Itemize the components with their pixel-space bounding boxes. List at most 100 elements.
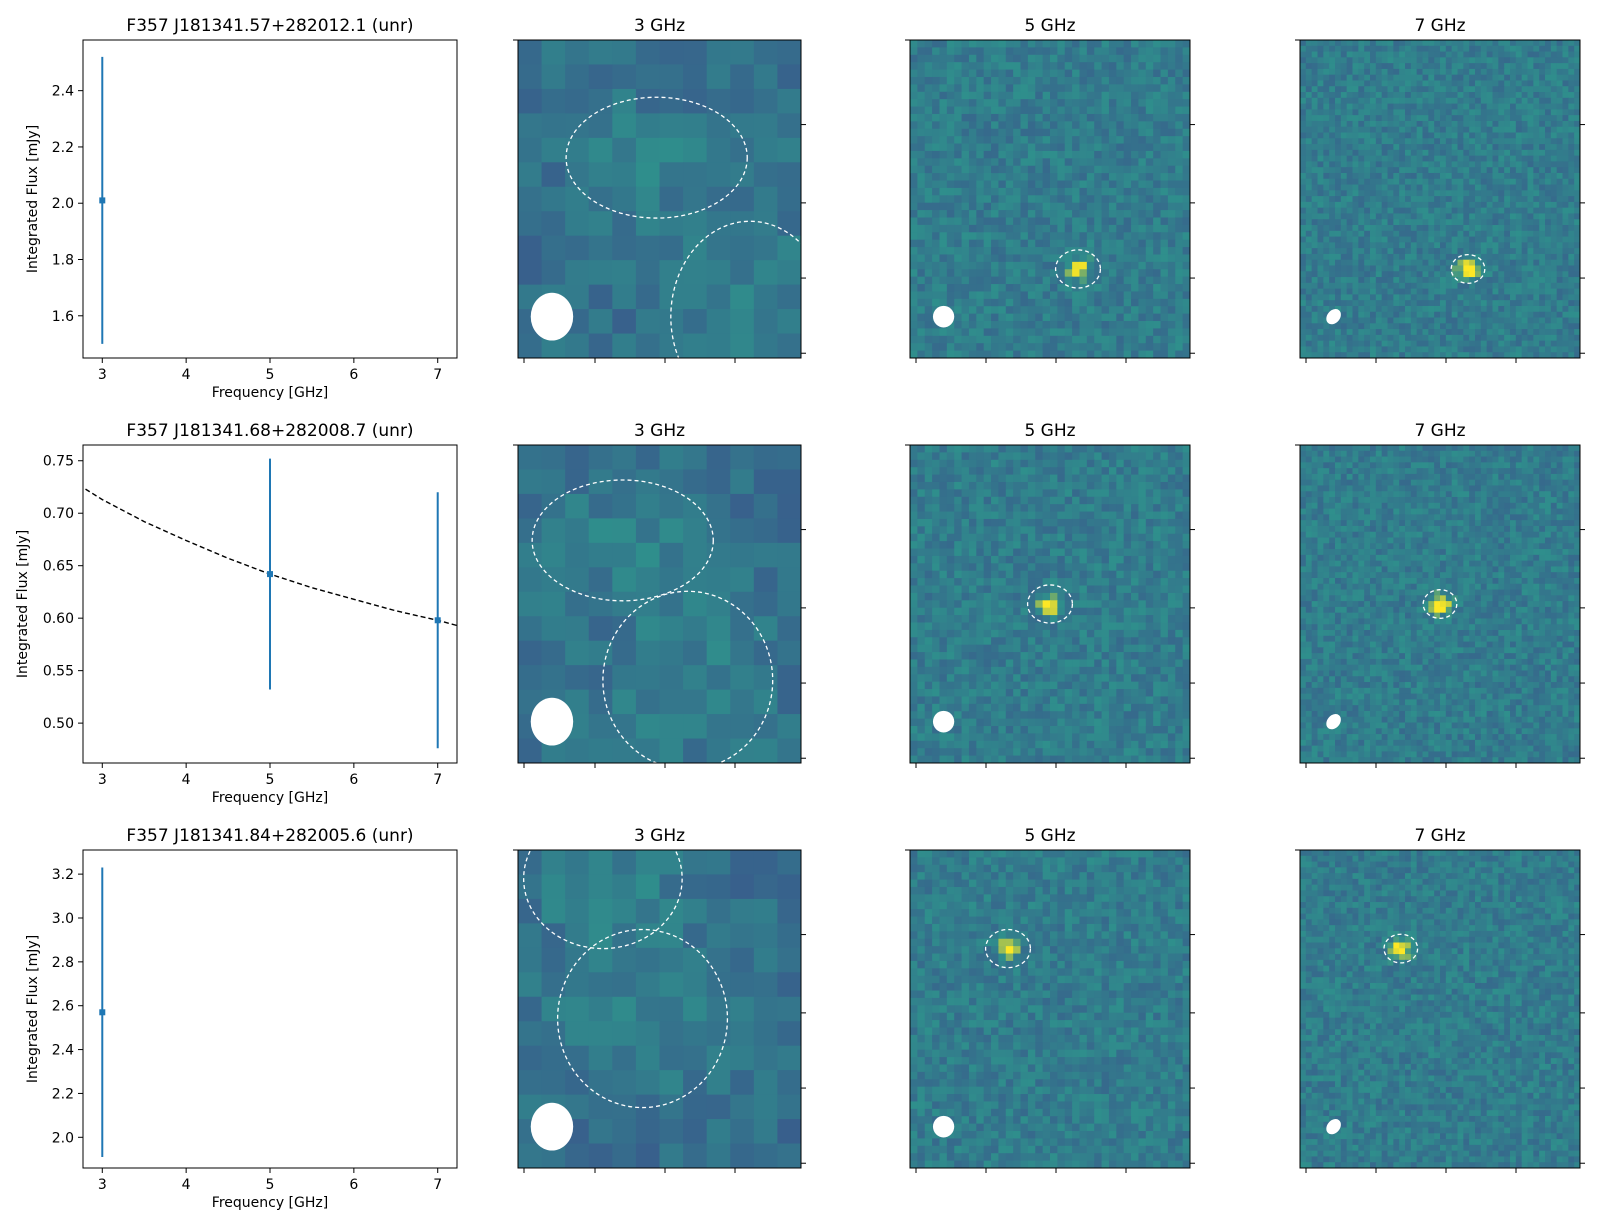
pixel	[1550, 51, 1558, 58]
pixel	[518, 40, 543, 66]
pixel	[1005, 467, 1014, 476]
pixel	[1498, 138, 1505, 145]
pixel	[1510, 340, 1517, 348]
pixel	[946, 247, 955, 256]
pixel	[1358, 236, 1365, 243]
pixel	[1167, 91, 1176, 100]
pixel	[1434, 109, 1441, 116]
pixel	[1013, 91, 1022, 100]
pixel	[1399, 253, 1406, 261]
pixel	[939, 173, 948, 182]
pixel	[1381, 294, 1389, 301]
pixel	[1370, 155, 1377, 163]
pixel	[1182, 40, 1190, 48]
pixel	[1311, 155, 1319, 163]
pixel	[1182, 291, 1190, 300]
pixel	[1013, 452, 1022, 461]
pixel	[1064, 69, 1073, 78]
pixel	[1387, 236, 1394, 243]
pixel	[1305, 317, 1313, 324]
pixel	[1123, 489, 1132, 498]
pixel	[1440, 236, 1447, 243]
pixel	[518, 211, 543, 237]
pixel	[1568, 155, 1575, 163]
pixel	[683, 518, 708, 544]
pixel	[932, 217, 941, 226]
pixel	[1182, 217, 1190, 226]
pixel	[1457, 172, 1464, 180]
pixel	[1515, 271, 1523, 278]
pixel	[1381, 317, 1389, 324]
pixel	[1311, 259, 1319, 267]
pixel	[1305, 253, 1313, 261]
pixel	[1094, 459, 1103, 468]
pixel	[730, 445, 755, 471]
pixel	[954, 173, 963, 182]
pixel	[612, 445, 637, 471]
pixel	[1311, 334, 1319, 342]
pixel	[946, 261, 955, 270]
pixel	[518, 113, 543, 139]
pixel	[1101, 284, 1110, 293]
pixel	[1463, 317, 1470, 324]
pixel	[1317, 236, 1324, 243]
pixel	[1305, 305, 1313, 313]
pixel	[1556, 230, 1564, 238]
pixel	[1323, 97, 1330, 105]
pixel	[1410, 184, 1418, 191]
pixel	[1167, 298, 1176, 307]
pixel	[1020, 40, 1029, 48]
pixel	[1364, 103, 1371, 110]
pixel	[1340, 184, 1348, 191]
pixel	[1515, 311, 1523, 319]
pixel	[968, 40, 977, 48]
pixel	[1568, 103, 1575, 110]
pixel	[1064, 187, 1073, 196]
pixel	[1375, 80, 1383, 87]
pixel	[1381, 51, 1389, 58]
pixel	[939, 180, 948, 189]
pixel	[612, 689, 637, 715]
pixel	[1035, 350, 1044, 358]
pixel	[635, 260, 661, 286]
pixel	[1160, 76, 1169, 85]
pixel	[1492, 265, 1499, 272]
pixel	[1434, 172, 1441, 180]
pixel	[1428, 207, 1435, 215]
pixel	[1131, 143, 1140, 152]
pixel	[635, 88, 661, 114]
pixel	[1340, 236, 1348, 243]
pixel	[961, 99, 970, 108]
pixel	[1550, 207, 1558, 215]
pixel	[1434, 120, 1441, 128]
pixel	[1094, 232, 1103, 241]
pixel	[998, 239, 1007, 248]
pixel	[1451, 138, 1459, 145]
pixel	[1405, 155, 1412, 163]
pixel	[1393, 184, 1400, 191]
pixel	[1445, 63, 1453, 70]
pixel	[1445, 40, 1453, 47]
pixel	[1005, 210, 1014, 219]
pixel	[1527, 132, 1534, 139]
pixel	[1094, 328, 1103, 337]
pixel	[1364, 213, 1371, 220]
pixel	[998, 343, 1007, 352]
pixel	[1393, 329, 1400, 336]
pixel	[1539, 225, 1546, 232]
pixel	[730, 542, 755, 568]
pixel	[1182, 143, 1190, 152]
pixel	[917, 276, 926, 285]
pixel	[612, 640, 637, 666]
pixel	[1153, 291, 1162, 300]
pixel	[1550, 161, 1558, 168]
pixel	[1300, 207, 1307, 215]
pixel	[1160, 459, 1169, 468]
pixel	[1311, 236, 1319, 243]
pixel	[1175, 247, 1184, 256]
pixel	[1050, 158, 1058, 167]
pixel	[1160, 128, 1169, 137]
pixel	[1521, 161, 1529, 168]
pixel	[1527, 120, 1534, 128]
pixel	[1463, 288, 1470, 295]
